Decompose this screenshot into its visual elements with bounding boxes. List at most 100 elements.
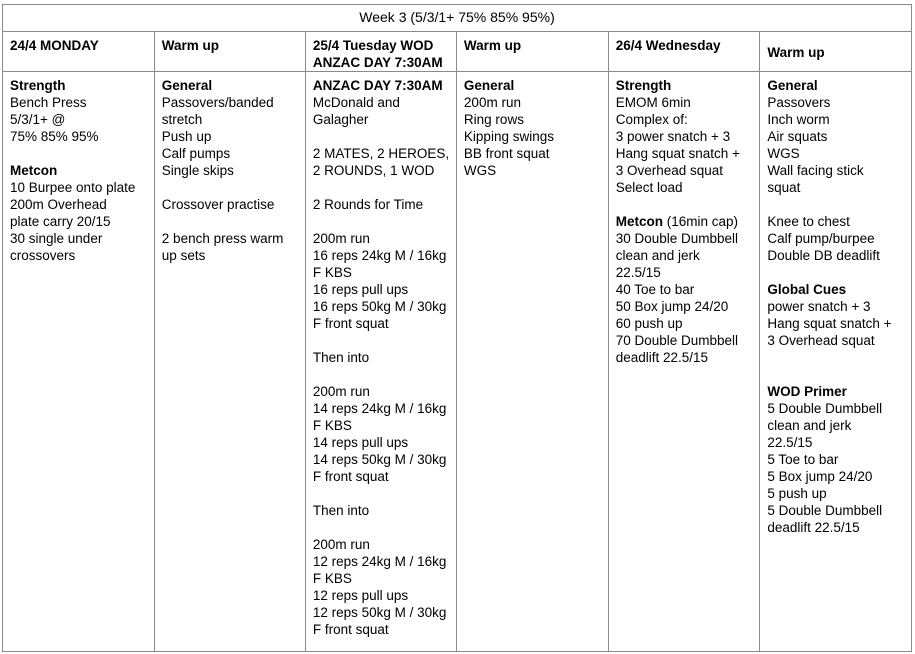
text-line: crossovers (10, 248, 76, 263)
text-line: Select load (615, 180, 683, 195)
text-line: clean and jerk (767, 418, 852, 433)
text-line: 200m run (312, 537, 370, 552)
column-header-line: ANZAC DAY 7:30AM (312, 55, 443, 70)
text-line: F KBS (312, 571, 352, 586)
column-header-line: 24/4 MONDAY (10, 38, 99, 53)
column-header: Warm up (455, 31, 609, 72)
text-line: BB front squat (463, 146, 550, 161)
text-line: WGS (767, 146, 800, 161)
text-line: ANZAC DAY 7:30AM (312, 78, 443, 93)
text-line: 2 MATES, 2 HEROES, (312, 146, 450, 161)
text-line: 200m run (312, 231, 370, 246)
text-line: Hang squat snatch + (615, 146, 740, 161)
text-line: 5 push up (767, 486, 827, 501)
day-cell: General 200m run Ring rows Kipping swings BB… (455, 71, 609, 652)
column-header: 25/4 Tuesday WOD ANZAC DAY 7:30AM (304, 31, 457, 72)
day-cell: Strength EMOM 6min Complex of: 3 power snat… (607, 71, 761, 652)
text-line: stretch (161, 112, 203, 127)
column-header-line: Warm up (161, 38, 220, 53)
blank-line (313, 213, 450, 230)
column-header: Warm up (759, 31, 912, 72)
text-line: 12 reps 50kg M / 30kg (312, 605, 447, 620)
text-line: 5 Box jump 24/20 (767, 469, 873, 484)
text-line: General (767, 78, 818, 93)
text-line: Calf pump/burpee (767, 231, 875, 246)
text-line: 2 bench press warm (161, 231, 284, 246)
column-header: 26/4 Wednesday (607, 31, 761, 72)
text-line: Metcon (10, 163, 58, 178)
text-line: 75% 85% 95% (10, 129, 99, 144)
text-line: 30 Double Dumbbell (615, 231, 739, 246)
text-line: F KBS (312, 265, 352, 280)
text-line: deadlift 22.5/15 (615, 350, 709, 365)
text-line: 3 Overhead squat (767, 333, 875, 348)
day-cell: ANZAC DAY 7:30AM McDonald and Galagher 2 MA… (304, 71, 457, 652)
text-line: 10 Burpee onto plate (10, 180, 136, 195)
text-line: 5/3/1+ @ (10, 112, 66, 127)
text-line: 200m Overhead (10, 197, 107, 212)
text-line: Ring rows (463, 112, 524, 127)
text-line: 200m run (463, 95, 521, 110)
text-line: deadlift 22.5/15 (767, 520, 860, 535)
text-line: 14 reps 24kg M / 16kg (312, 401, 447, 416)
blank-line (313, 332, 450, 349)
column-header-line: 26/4 Wednesday (615, 38, 721, 53)
blank-line (767, 196, 905, 213)
text-line: 16 reps 24kg M / 16kg (312, 248, 447, 263)
text-line: Passovers (767, 95, 831, 110)
content-row: Strength Bench Press 5/3/1+ @ 75% 85% 95% Me… (2, 71, 912, 652)
text-line: 2 ROUNDS, 1 WOD (312, 163, 435, 178)
text-line: F front squat (312, 316, 389, 331)
column-header: Warm up (153, 31, 306, 72)
blank-line (767, 349, 905, 366)
text-line: Inch worm (767, 112, 830, 127)
text-line: General (161, 78, 213, 93)
text-line: Complex of: (615, 112, 688, 127)
blank-line (10, 145, 148, 162)
text-line: F KBS (312, 418, 352, 433)
text-line: EMOM 6min (615, 95, 691, 110)
day-cell: Strength Bench Press 5/3/1+ @ 75% 85% 95% Me… (2, 71, 155, 652)
text-line: 200m run (312, 384, 370, 399)
column-header-line: 25/4 Tuesday WOD (312, 38, 434, 53)
text-line: 14 reps pull ups (312, 435, 409, 450)
week-title: Week 3 (5/3/1+ 75% 85% 95%) (2, 4, 912, 32)
blank-line (313, 485, 450, 502)
text-line: 16 reps pull ups (312, 282, 409, 297)
blank-line (313, 179, 450, 196)
text-line: General (463, 78, 515, 93)
text-line: plate carry 20/15 (10, 214, 111, 229)
day-cell: General Passovers/banded stretch Push up Cal… (153, 71, 306, 652)
text-line: Global Cues (767, 282, 847, 297)
day-cell: General Passovers Inch worm Air squats WGS Wa… (759, 71, 912, 652)
text-line: 5 Double Dumbbell (767, 503, 883, 518)
text-line: Galagher (312, 112, 369, 127)
text-line: Double DB deadlift (767, 248, 880, 263)
text-line: F front squat (312, 622, 389, 637)
blank-line (162, 213, 299, 230)
text-line: power snatch + 3 (767, 299, 871, 314)
column-header-line: Warm up (767, 45, 825, 60)
text-line: Strength (615, 78, 672, 93)
text-line: 16 reps 50kg M / 30kg (312, 299, 447, 314)
column-header-line: Warm up (463, 38, 522, 53)
text-line: Crossover practise (161, 197, 275, 212)
text-line: Push up (161, 129, 212, 144)
text-line: 14 reps 50kg M / 30kg (312, 452, 447, 467)
text-line: 30 single under (10, 231, 103, 246)
text-line: Knee to chest (767, 214, 850, 229)
text-line: 5 Toe to bar (767, 452, 839, 467)
text-line: 22.5/15 (615, 265, 661, 280)
text-line: 50 Box jump 24/20 (615, 299, 729, 314)
blank-line (313, 128, 450, 145)
text-line: 70 Double Dumbbell (615, 333, 739, 348)
text-line: 2 Rounds for Time (312, 197, 424, 212)
blank-line (767, 366, 905, 383)
text-line: 3 power snatch + 3 (615, 129, 731, 144)
text-line: squat (767, 180, 801, 195)
blank-line (313, 519, 450, 536)
text-line: 5 Double Dumbbell (767, 401, 883, 416)
week-plan-table: Week 3 (5/3/1+ 75% 85% 95%) 24/4 MONDAY W… (2, 4, 912, 652)
text-line: 40 Toe to bar (615, 282, 695, 297)
text-line: Passovers/banded (161, 95, 274, 110)
